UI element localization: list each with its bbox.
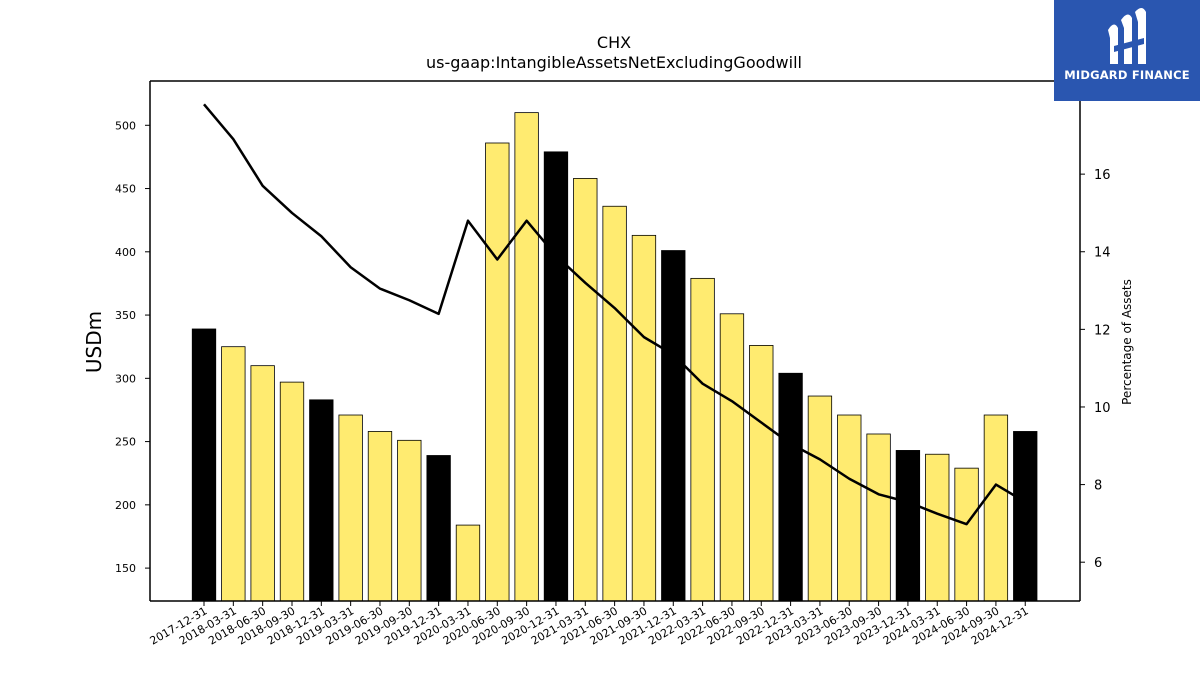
bar [426,455,451,602]
chart-title: CHX [597,33,631,52]
y2-tick-label: 10 [1094,401,1111,416]
bar [455,524,481,602]
y-tick-label: 300 [115,372,136,385]
midgard-finance-logo: MIDGARD FINANCE [1054,0,1200,101]
bar [661,250,686,602]
bar [573,178,598,602]
y-tick-label: 350 [115,309,136,322]
y2-tick-label: 14 [1094,246,1111,261]
bar [367,431,393,602]
y-tick-label: 500 [115,119,136,132]
y2-axis-label: Percentage of Assets [1120,279,1134,405]
y-tick-label: 450 [115,183,136,196]
plot-area: 15020025030035040045050068101214162017-1… [115,80,1111,648]
bar [837,414,862,602]
bar [250,365,275,602]
bar [719,313,745,602]
bar [778,372,803,602]
bar [983,414,1009,602]
y2-tick-label: 16 [1094,168,1111,183]
logo-mark-icon [1108,8,1146,65]
bar [925,453,950,602]
bar [690,277,715,602]
bar [749,345,774,602]
bar [221,346,246,602]
series-line [203,103,1026,526]
y2-tick-label: 12 [1094,323,1111,338]
bar [543,151,569,602]
bar [807,395,833,602]
y-tick-label: 150 [115,562,136,575]
bar [895,450,921,602]
bar [954,467,979,602]
y2-tick-label: 6 [1094,556,1102,571]
bar [866,433,891,602]
bar [309,399,334,602]
y-tick-label: 400 [115,246,136,259]
chart-subtitle: us-gaap:IntangibleAssetsNetExcludingGood… [426,53,802,72]
bar [602,205,627,602]
bar [279,381,305,602]
y-axis-label: USDm [82,311,106,373]
bar [191,328,217,602]
bar [631,234,657,602]
bar [397,439,422,602]
bar [514,112,539,602]
y-tick-label: 200 [115,499,136,512]
logo-text: MIDGARD FINANCE [1064,68,1190,82]
y2-tick-label: 8 [1094,479,1102,494]
y-tick-label: 250 [115,436,136,449]
bar [1013,431,1038,602]
bar [485,142,510,602]
bar [338,414,363,602]
